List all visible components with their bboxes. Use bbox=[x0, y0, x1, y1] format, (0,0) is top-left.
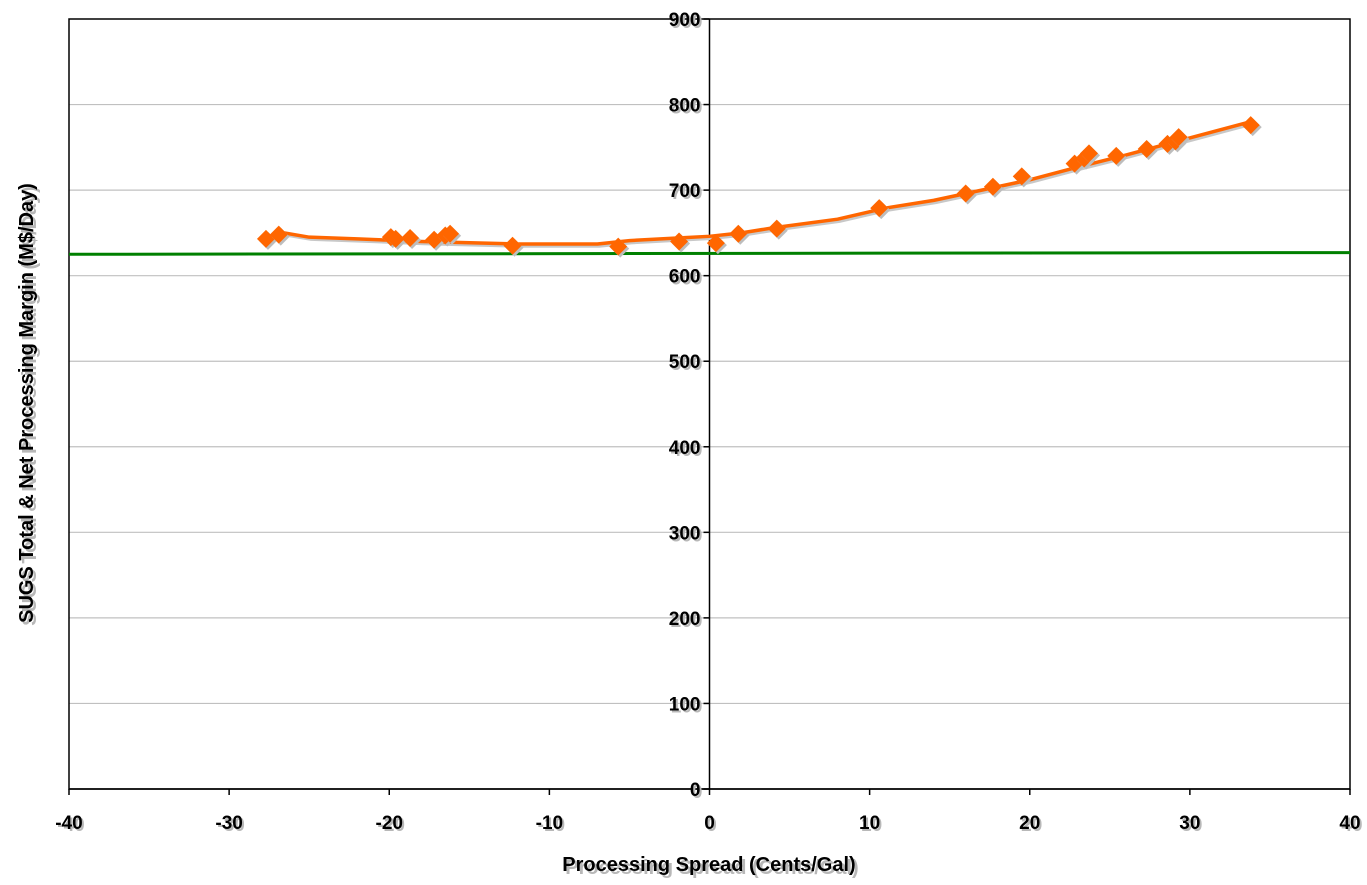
y-tick-label-800-shadow: 800 bbox=[671, 98, 703, 119]
y-tick-label-400: 400 bbox=[669, 438, 701, 459]
x-tick-label-30: 30 bbox=[1179, 813, 1200, 834]
y-tick-label-100-shadow: 100 bbox=[671, 696, 703, 717]
y-tick-label-800: 800 bbox=[669, 96, 701, 117]
x-tick-label-0: 0 bbox=[704, 813, 715, 834]
y-tick-label-600-shadow: 600 bbox=[671, 269, 703, 290]
data-point-8 bbox=[503, 236, 522, 255]
y-tick-label-200-shadow: 200 bbox=[671, 611, 703, 632]
data-point-25 bbox=[1169, 128, 1188, 147]
x-tick-label-30-shadow: 30 bbox=[1181, 815, 1202, 836]
y-tick-label-200: 200 bbox=[669, 609, 701, 630]
data-point-17 bbox=[1012, 167, 1031, 186]
y-tick-label-700: 700 bbox=[669, 181, 701, 202]
y-tick-label-0: 0 bbox=[690, 780, 701, 801]
x-tick-label-0-shadow: 0 bbox=[706, 815, 717, 836]
x-tick-label--20-shadow: -20 bbox=[378, 815, 405, 836]
y-tick-label-500: 500 bbox=[669, 352, 701, 373]
tick-labels: 0010010020020030030040040050050060060070… bbox=[55, 10, 1362, 836]
y-axis-title-shadow: SUGS Total & Net Processing Margin (M$/D… bbox=[19, 186, 41, 626]
data-point-12 bbox=[729, 224, 748, 243]
data-point-15 bbox=[956, 184, 975, 203]
y-tick-label-900-shadow: 900 bbox=[671, 12, 703, 33]
data-point-1 bbox=[269, 225, 288, 244]
x-tick-label-20-shadow: 20 bbox=[1021, 815, 1042, 836]
x-tick-label--30-shadow: -30 bbox=[217, 815, 244, 836]
data-point-14 bbox=[870, 199, 889, 218]
y-tick-label-700-shadow: 700 bbox=[671, 183, 703, 204]
series-layer bbox=[256, 116, 1262, 258]
y-tick-label-300-shadow: 300 bbox=[671, 525, 703, 546]
data-point-26 bbox=[1241, 116, 1260, 135]
x-tick-label--40-shadow: -40 bbox=[57, 815, 84, 836]
reference-line bbox=[68, 251, 1351, 256]
x-tick-label-10-shadow: 10 bbox=[861, 815, 882, 836]
reference-line-layer bbox=[68, 251, 1351, 256]
x-tick-label--10: -10 bbox=[536, 813, 563, 834]
data-point-7 bbox=[441, 224, 460, 243]
y-tick-label-100: 100 bbox=[669, 694, 701, 715]
y-tick-label-300: 300 bbox=[669, 523, 701, 544]
axes bbox=[68, 18, 1351, 795]
data-point-13 bbox=[767, 219, 786, 238]
y-tick-label-0-shadow: 0 bbox=[692, 782, 703, 803]
x-tick-label--20: -20 bbox=[376, 813, 403, 834]
y-axis-title: SUGS Total & Net Processing Margin (M$/D… bbox=[16, 183, 38, 623]
x-axis-title-shadow: Processing Spread (Cents/Gal) bbox=[565, 857, 858, 879]
x-tick-label-40: 40 bbox=[1339, 813, 1360, 834]
data-point-10 bbox=[670, 232, 689, 251]
x-tick-label--10-shadow: -10 bbox=[538, 815, 565, 836]
data-point-22 bbox=[1137, 140, 1156, 159]
x-tick-label--40: -40 bbox=[55, 813, 82, 834]
data-point-20 bbox=[1079, 144, 1098, 163]
y-tick-label-400-shadow: 400 bbox=[671, 440, 703, 461]
y-tick-label-600: 600 bbox=[669, 267, 701, 288]
data-point-21 bbox=[1107, 146, 1126, 165]
x-tick-label-40-shadow: 40 bbox=[1341, 815, 1362, 836]
y-tick-label-900: 900 bbox=[669, 10, 701, 31]
x-tick-label--30: -30 bbox=[215, 813, 242, 834]
data-point-3 bbox=[386, 229, 405, 248]
data-point-9 bbox=[609, 237, 628, 256]
x-axis-title: Processing Spread (Cents/Gal) bbox=[562, 854, 855, 876]
x-tick-label-10: 10 bbox=[859, 813, 880, 834]
data-point-11 bbox=[706, 234, 725, 253]
x-tick-label-20: 20 bbox=[1019, 813, 1040, 834]
data-point-16 bbox=[983, 177, 1002, 196]
y-tick-label-500-shadow: 500 bbox=[671, 354, 703, 375]
data-point-4 bbox=[401, 229, 420, 248]
